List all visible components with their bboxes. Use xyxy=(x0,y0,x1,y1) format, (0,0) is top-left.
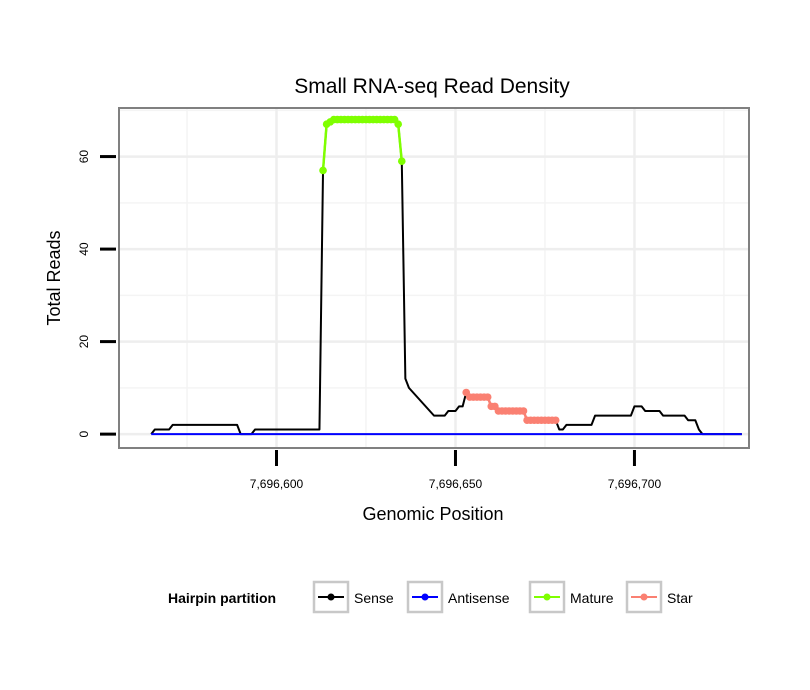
x-tick-label: 7,696,600 xyxy=(250,477,304,491)
x-tick-label: 7,696,650 xyxy=(429,477,483,491)
plot-panel xyxy=(118,107,750,449)
legend-key-point xyxy=(421,593,429,601)
y-tick-label: 60 xyxy=(77,150,91,164)
y-tick-label: 0 xyxy=(77,430,91,437)
x-tick-label: 7,696,700 xyxy=(608,477,662,491)
legend-item-star: Star xyxy=(625,580,693,614)
panel-border xyxy=(118,107,750,449)
legend-item-mature: Mature xyxy=(528,580,614,614)
series-star-point xyxy=(519,407,528,415)
legend-title: Hairpin partition xyxy=(168,590,276,606)
axes: 0 20 40 60 7,696,600 7,696,650 7,696,700 xyxy=(77,150,661,491)
series-mature-point xyxy=(394,120,403,128)
y-tick-label: 40 xyxy=(77,242,91,256)
legend-key-point xyxy=(640,593,648,601)
legend-label-antisense: Antisense xyxy=(448,590,510,606)
series-mature-point xyxy=(397,157,406,165)
legend-item-antisense: Antisense xyxy=(406,580,510,614)
legend-label-star: Star xyxy=(667,590,693,606)
series-star-point xyxy=(483,393,492,401)
panel-background xyxy=(119,108,749,448)
legend-item-sense: Sense xyxy=(312,580,394,614)
legend-label-sense: Sense xyxy=(354,590,394,606)
y-axis-title: Total Reads xyxy=(44,230,64,325)
legend: Hairpin partition Sense Antisense Mature St… xyxy=(168,580,693,614)
chart-title: Small RNA-seq Read Density xyxy=(294,75,570,98)
x-axis-title: Genomic Position xyxy=(362,504,503,524)
legend-key-point xyxy=(543,593,551,601)
legend-label-mature: Mature xyxy=(570,590,614,606)
series-mature-point xyxy=(319,166,327,175)
legend-key-point xyxy=(327,593,335,601)
y-tick-label: 20 xyxy=(77,335,91,349)
series-star-point xyxy=(551,416,560,425)
